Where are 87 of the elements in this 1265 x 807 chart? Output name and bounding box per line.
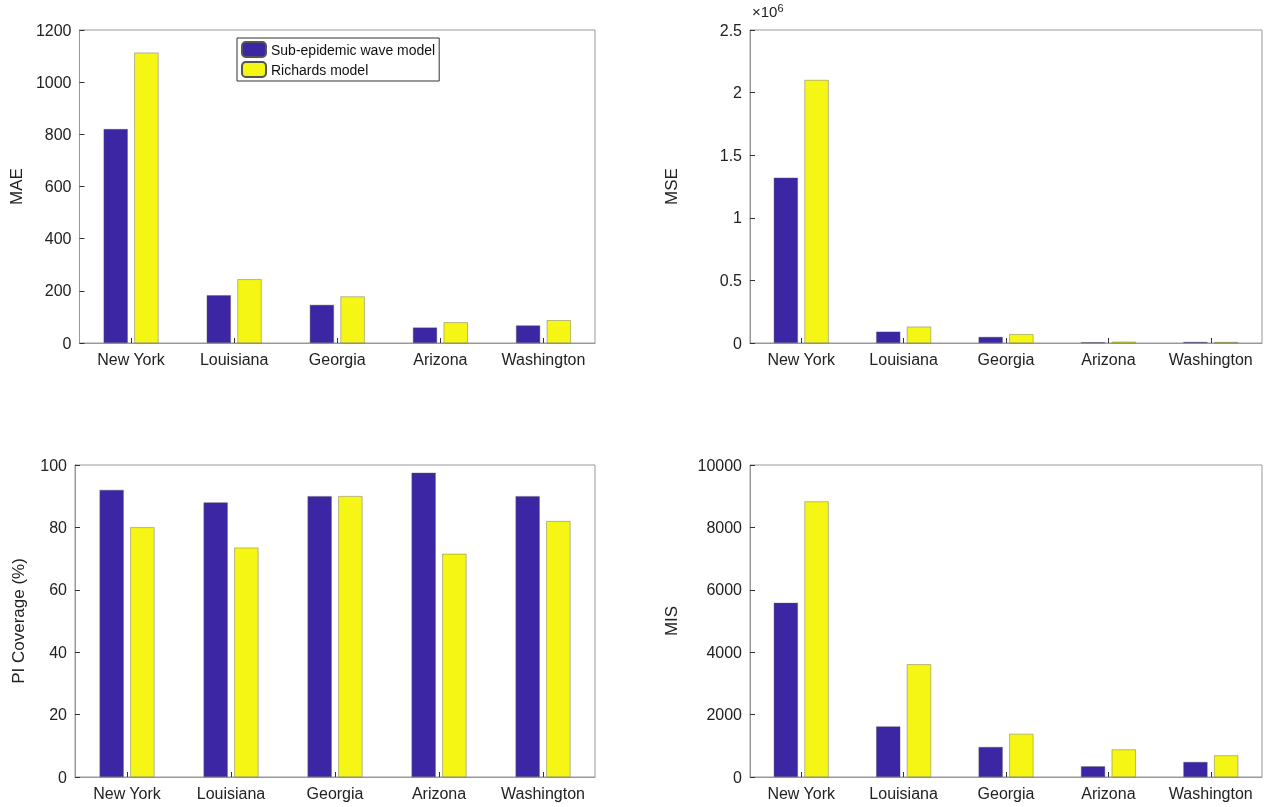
x-tick-label: Louisiana <box>869 350 938 368</box>
bar <box>203 502 228 777</box>
y-tick-label: 60 <box>49 581 68 599</box>
y-tick-label: 0 <box>733 334 743 352</box>
x-tick-label: Washington <box>1168 784 1253 802</box>
bar <box>1214 755 1239 777</box>
bar <box>546 521 571 777</box>
bar <box>773 177 798 343</box>
bar <box>546 320 571 343</box>
y-tick-label: 80 <box>49 518 68 536</box>
bar <box>773 602 798 777</box>
x-tick-label: Arizona <box>1081 350 1136 368</box>
y-axis-title: MAE <box>7 168 26 205</box>
x-tick-label: New York <box>767 784 836 802</box>
x-tick-label: New York <box>767 350 836 368</box>
y-tick-label: 100 <box>40 456 68 474</box>
y-tick-label: 0.5 <box>719 271 743 289</box>
y-tick-label: 40 <box>49 643 68 661</box>
y-tick-label: 6000 <box>706 581 743 599</box>
bar <box>412 327 437 343</box>
x-tick-label: Louisiana <box>199 350 269 368</box>
bar <box>443 322 468 343</box>
y-tick-label: 0 <box>58 768 68 786</box>
x-tick-label: Arizona <box>1081 784 1136 802</box>
x-tick-label: Georgia <box>977 784 1035 802</box>
x-tick-label: Georgia <box>977 350 1035 368</box>
bar <box>338 496 363 777</box>
x-tick-label: New York <box>97 350 166 368</box>
bar <box>234 547 259 777</box>
bar <box>1009 733 1034 777</box>
y-tick-label: 1 <box>733 209 743 227</box>
x-tick-label: Washington <box>1168 350 1253 368</box>
bar <box>442 553 467 777</box>
x-tick-label: Louisiana <box>196 784 266 802</box>
y-tick-label: 0 <box>62 334 72 352</box>
y-tick-label: 10000 <box>697 456 743 474</box>
x-tick-label: Louisiana <box>869 784 938 802</box>
x-tick-label: Georgia <box>306 784 364 802</box>
bar <box>237 279 262 343</box>
bar <box>978 747 1003 777</box>
bar <box>516 325 541 343</box>
y-tick-label: 800 <box>44 125 72 143</box>
y-tick-label: 1000 <box>35 73 72 91</box>
bar <box>876 331 901 343</box>
y-tick-label: 1.5 <box>719 146 743 164</box>
y-tick-label: 2000 <box>706 706 743 724</box>
bar <box>804 501 829 777</box>
x-tick-label: New York <box>93 784 162 802</box>
bar <box>1009 334 1034 343</box>
bar <box>130 527 155 777</box>
x-tick-label: Washington <box>501 350 586 368</box>
legend-label: Richards model <box>271 61 369 78</box>
y-tick-label: 20 <box>49 706 68 724</box>
y-tick-label: 8000 <box>706 518 743 536</box>
x-tick-label: Washington <box>501 784 585 802</box>
y-tick-label: 2 <box>733 84 743 102</box>
y-tick-label: 0 <box>733 768 743 786</box>
bar <box>307 496 332 777</box>
y-tick-label: 600 <box>44 178 72 195</box>
bar <box>206 295 231 343</box>
y-tick-label: 2.5 <box>719 21 743 39</box>
bar <box>134 52 159 343</box>
bar <box>804 80 829 343</box>
x-tick-label: Arizona <box>413 350 468 368</box>
bar <box>1081 766 1106 777</box>
y-tick-label: 200 <box>44 282 72 300</box>
y-axis-title: MSE <box>662 168 681 205</box>
bar <box>1183 762 1208 777</box>
legend-label: Sub-epidemic wave model <box>271 41 436 58</box>
bar <box>309 304 334 343</box>
bar <box>876 726 901 777</box>
bar <box>103 129 128 343</box>
bar <box>978 336 1003 343</box>
bar <box>906 326 931 343</box>
y-tick-label: 4000 <box>706 643 743 661</box>
bar <box>340 296 365 343</box>
y-tick-label: 400 <box>44 230 72 248</box>
bar <box>515 496 540 777</box>
y-axis-title: MIS <box>662 605 681 637</box>
x-tick-label: Georgia <box>308 350 366 368</box>
y-axis-title: PI Coverage (%) <box>9 558 28 684</box>
bar <box>906 664 931 777</box>
bar <box>1111 749 1136 777</box>
y-tick-label: 1200 <box>35 21 72 39</box>
bar <box>411 472 436 777</box>
bar <box>99 489 124 777</box>
x-tick-label: Arizona <box>411 784 467 802</box>
